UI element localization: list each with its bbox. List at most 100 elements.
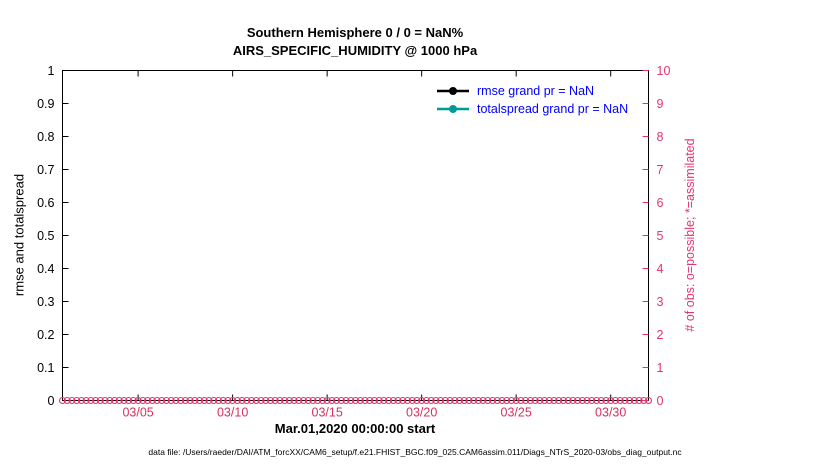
possible-obs-marker <box>569 396 577 405</box>
possible-obs-marker <box>96 396 104 405</box>
possible-obs-marker <box>370 396 378 405</box>
possible-obs-marker <box>408 396 416 405</box>
possible-obs-marker <box>181 396 189 405</box>
totalspread-line-sample <box>437 105 469 113</box>
possible-obs-marker <box>465 396 473 405</box>
possible-obs-marker <box>550 396 558 405</box>
possible-obs-marker <box>413 396 421 405</box>
possible-obs-marker <box>110 396 119 405</box>
possible-obs-marker <box>299 396 308 405</box>
possible-obs-marker <box>87 396 95 405</box>
y-tick-label-left: 0.3 <box>37 295 54 309</box>
y-tick-label-right: 8 <box>657 130 664 144</box>
possible-obs-marker <box>285 396 293 405</box>
plot-box <box>62 70 649 401</box>
possible-obs-marker <box>583 396 591 405</box>
possible-obs-marker <box>588 396 596 405</box>
legend-label-totalspread: totalspread grand pr = NaN <box>477 102 629 116</box>
possible-obs-marker <box>380 396 388 405</box>
possible-obs-marker <box>394 396 402 405</box>
possible-obs-marker <box>522 396 530 405</box>
possible-obs-marker <box>526 396 534 405</box>
possible-obs-marker <box>191 396 199 405</box>
possible-obs-marker <box>290 396 298 405</box>
possible-obs-marker <box>309 396 317 405</box>
possible-obs-marker <box>644 396 653 405</box>
legend-label-rmse: rmse grand pr = NaN <box>477 84 595 98</box>
possible-obs-marker <box>385 396 393 405</box>
possible-obs-marker <box>507 396 516 405</box>
possible-obs-marker <box>597 396 605 405</box>
y-tick-label-left: 0.9 <box>37 97 54 111</box>
y-tick-label-left: 0.2 <box>37 328 54 342</box>
possible-obs-marker <box>422 396 430 405</box>
possible-obs-marker <box>602 396 610 405</box>
y-tick-label-right: 7 <box>657 163 664 177</box>
possible-obs-marker <box>479 396 487 405</box>
possible-obs-marker <box>640 396 648 405</box>
x-axis-label: Mar.01,2020 00:00:00 start <box>274 421 436 436</box>
possible-obs-marker <box>455 396 464 405</box>
possible-obs-marker <box>252 396 260 405</box>
y-tick-label-left: 0.7 <box>37 163 54 177</box>
possible-obs-marker <box>517 396 525 405</box>
x-tick-label: 03/05 <box>122 406 153 420</box>
x-tick-label: 03/20 <box>406 406 437 420</box>
possible-obs-marker <box>484 396 492 405</box>
possible-obs-marker <box>446 396 454 405</box>
possible-obs-marker <box>607 396 615 405</box>
possible-obs-marker <box>77 396 85 405</box>
possible-obs-marker <box>129 396 137 405</box>
y-tick-label-left: 1 <box>48 64 55 78</box>
possible-obs-marker <box>536 396 544 405</box>
possible-obs-marker <box>92 396 100 405</box>
possible-obs-marker <box>512 396 520 405</box>
possible-obs-marker <box>432 396 440 405</box>
possible-obs-marker <box>238 396 246 405</box>
y-tick-label-right: 9 <box>657 97 664 111</box>
possible-obs-marker <box>233 396 241 405</box>
possible-obs-marker <box>205 396 213 405</box>
possible-obs-marker <box>262 396 270 405</box>
chart-title-line2: AIRS_SPECIFIC_HUMIDITY @ 1000 hPa <box>232 43 478 58</box>
possible-obs-marker <box>63 396 71 405</box>
x-tick-label: 03/25 <box>501 406 532 420</box>
possible-obs-marker <box>564 396 572 405</box>
y-tick-label-left: 0.8 <box>37 130 54 144</box>
possible-obs-marker <box>271 396 279 405</box>
possible-obs-marker <box>531 396 539 405</box>
possible-obs-marker <box>177 396 185 405</box>
possible-obs-marker <box>106 396 114 405</box>
possible-obs-marker <box>555 396 563 405</box>
possible-obs-marker <box>214 396 223 405</box>
possible-obs-marker <box>375 396 383 405</box>
possible-obs-marker <box>427 396 435 405</box>
possible-obs-marker <box>403 396 412 405</box>
possible-obs-marker <box>101 396 109 405</box>
y-axis-label-left: rmse and totalspread <box>11 173 27 297</box>
possible-obs-marker <box>460 396 468 405</box>
possible-obs-marker <box>366 396 374 405</box>
possible-obs-marker <box>493 396 501 405</box>
possible-obs-marker <box>200 396 208 405</box>
possible-obs-marker <box>616 396 624 405</box>
possible-obs-marker <box>257 396 265 405</box>
possible-obs-marker <box>304 396 312 405</box>
possible-obs-marker <box>153 396 161 405</box>
possible-obs-marker <box>148 396 156 405</box>
possible-obs-marker <box>115 396 123 405</box>
possible-obs-marker <box>243 396 251 405</box>
possible-obs-marker <box>441 396 449 405</box>
possible-obs-marker <box>82 396 90 405</box>
possible-obs-marker <box>328 396 336 405</box>
chart-title-line1: Southern Hemisphere 0 / 0 = NaN% <box>246 25 464 40</box>
possible-obs-marker <box>389 396 397 405</box>
possible-obs-marker <box>337 396 345 405</box>
legend-entry-totalspread: totalspread grand pr = NaN <box>436 100 628 118</box>
possible-obs-marker <box>621 396 629 405</box>
possible-obs-marker <box>186 396 194 405</box>
possible-obs-marker <box>418 396 426 405</box>
rmse-line-sample <box>437 87 469 95</box>
